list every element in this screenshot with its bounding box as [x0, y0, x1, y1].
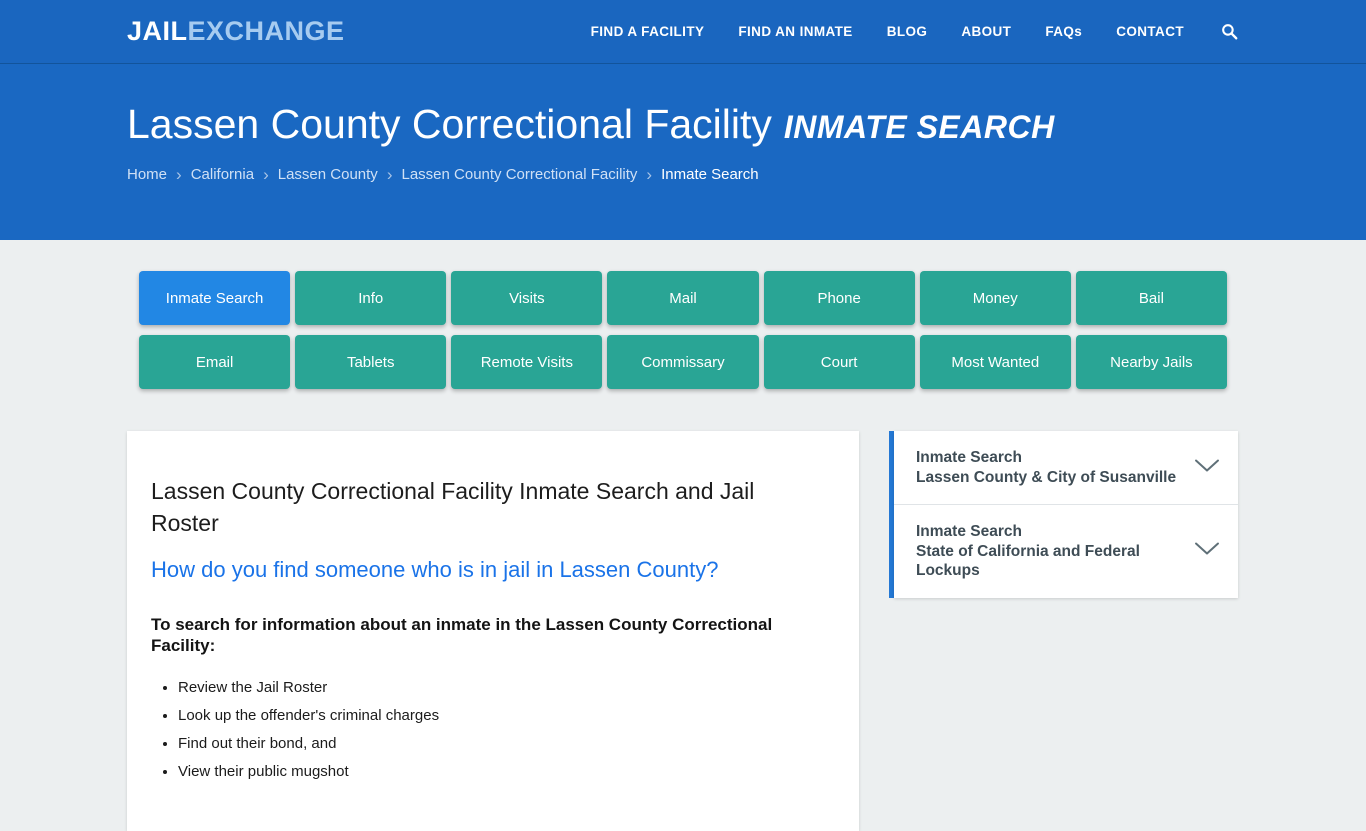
- nav-item-find-an-inmate[interactable]: FIND AN INMATE: [738, 24, 853, 39]
- chevron-right-icon: ›: [263, 165, 269, 184]
- chevron-right-icon: ›: [386, 165, 393, 184]
- tab-remote-visits[interactable]: Remote Visits: [451, 335, 603, 389]
- tab-bail[interactable]: Bail: [1075, 271, 1227, 325]
- nav-menu: FIND A FACILITY FIND AN INMATE BLOG ABOU…: [591, 22, 1239, 41]
- jailexchange-logo[interactable]: JAILEXCHANGE: [127, 16, 345, 47]
- chevron-right-icon: ›: [176, 165, 182, 184]
- tab-row-2: Email Tablets Remote Visits Commissary C…: [139, 335, 1227, 389]
- sidebar-accent-bar: [889, 431, 894, 598]
- sidebar-accordion: Inmate Search Lassen County & City of Su…: [894, 431, 1238, 598]
- content-area: Lassen County Correctional Facility Inma…: [127, 431, 1239, 831]
- article-subheading: How do you find someone who is in jail i…: [151, 557, 719, 582]
- nav-item-about[interactable]: ABOUT: [961, 24, 1012, 39]
- search-icon: [1220, 22, 1239, 41]
- logo-jail: JAIL: [127, 16, 188, 46]
- tab-row-1: Inmate Search Info Visits Mail Phone Mon…: [139, 271, 1227, 325]
- search-button[interactable]: [1220, 22, 1239, 41]
- list-item: View their public mugshot: [178, 763, 835, 780]
- main-article: Lassen County Correctional Facility Inma…: [127, 431, 859, 831]
- accordion-title: Inmate Search: [916, 449, 1022, 466]
- tab-court[interactable]: Court: [763, 335, 915, 389]
- accordion-inmate-search-county[interactable]: Inmate Search Lassen County & City of Su…: [894, 431, 1238, 504]
- tab-tablets[interactable]: Tablets: [295, 335, 447, 389]
- chevron-right-icon: ›: [646, 165, 653, 184]
- top-navbar: JAILEXCHANGE FIND A FACILITY FIND AN INM…: [0, 0, 1366, 64]
- nav-item-faqs[interactable]: FAQs: [1045, 24, 1083, 39]
- accordion-subtitle: Lassen County & City of Susanville: [916, 468, 1177, 486]
- accordion-title: Inmate Search: [916, 523, 1022, 540]
- search-steps-list: Review the Jail Roster Look up the offen…: [151, 679, 835, 780]
- tab-commissary[interactable]: Commissary: [607, 335, 759, 389]
- page-title: Lassen County Correctional Facility INMAT…: [127, 100, 1239, 151]
- breadcrumb-inmate-search: Inmate Search: [661, 166, 759, 183]
- list-item: Look up the offender's criminal charges: [178, 707, 835, 724]
- tab-mail[interactable]: Mail: [607, 271, 759, 325]
- tab-email[interactable]: Email: [139, 335, 291, 389]
- breadcrumb-facility[interactable]: Lassen County Correctional Facility: [401, 166, 638, 183]
- logo-exchange: EXCHANGE: [187, 16, 345, 46]
- nav-item-contact[interactable]: CONTACT: [1116, 24, 1184, 39]
- hero-banner: Lassen County Correctional Facility INMAT…: [0, 64, 1366, 240]
- breadcrumb-california[interactable]: California: [190, 166, 255, 183]
- breadcrumb: Home › California › Lassen County › Lass…: [127, 166, 1239, 183]
- breadcrumb-home[interactable]: Home: [127, 166, 168, 183]
- accordion-subtitle: State of California and Federal Lockups: [916, 542, 1140, 580]
- nav-item-blog[interactable]: BLOG: [886, 24, 928, 39]
- page-title-main: Lassen County Correctional Facility: [127, 101, 772, 147]
- sidebar: Inmate Search Lassen County & City of Su…: [889, 431, 1238, 598]
- tab-nearby-jails[interactable]: Nearby Jails: [1075, 335, 1227, 389]
- tab-money[interactable]: Money: [919, 271, 1071, 325]
- article-heading: Lassen County Correctional Facility Inma…: [151, 478, 755, 536]
- chevron-down-icon: [1194, 458, 1220, 477]
- facility-tabs: Inmate Search Info Visits Mail Phone Mon…: [139, 271, 1227, 389]
- nav-item-find-a-facility[interactable]: FIND A FACILITY: [590, 24, 705, 39]
- page-title-suffix: INMATE SEARCH: [783, 109, 1055, 145]
- article-intro: To search for information about an inmat…: [151, 615, 773, 655]
- tab-most-wanted[interactable]: Most Wanted: [919, 335, 1071, 389]
- tab-info[interactable]: Info: [295, 271, 447, 325]
- list-item: Review the Jail Roster: [178, 679, 835, 696]
- breadcrumb-lassen-county[interactable]: Lassen County: [277, 166, 378, 183]
- chevron-down-icon: [1194, 542, 1220, 561]
- list-item: Find out their bond, and: [178, 735, 835, 752]
- accordion-inmate-search-state[interactable]: Inmate Search State of California and Fe…: [894, 504, 1238, 598]
- tab-inmate-search[interactable]: Inmate Search: [139, 271, 291, 325]
- tab-phone[interactable]: Phone: [763, 271, 915, 325]
- tab-visits[interactable]: Visits: [451, 271, 603, 325]
